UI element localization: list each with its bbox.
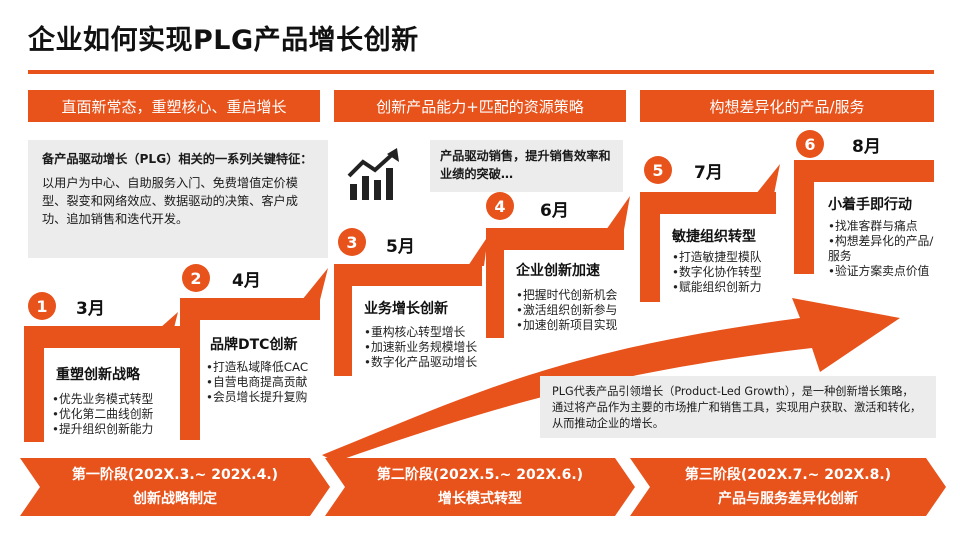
- plg-features-heading: 备产品驱动增长（PLG）相关的一系列关键特征：: [42, 152, 313, 166]
- step-1-arrow: [160, 312, 178, 328]
- step-1-item: •优化第二曲线创新: [52, 407, 154, 421]
- stage-header-3: 构想差异化的产品/服务: [640, 90, 934, 122]
- step-5-bar: [640, 192, 660, 302]
- phase-3-chevron: 第三阶段(202X.7.~ 202X.8.) 产品与服务差异化创新: [630, 458, 946, 516]
- step-6-item: •验证方案卖点价值: [828, 264, 930, 278]
- step-2-title: 品牌DTC创新: [210, 337, 298, 353]
- step-6-items: •找准客群与痛点 •构想差异化的产品/服务 •验证方案卖点价值: [828, 219, 940, 279]
- plg-features-box: 备产品驱动增长（PLG）相关的一系列关键特征： 以用户为中心、自助服务入门、免费…: [28, 140, 328, 258]
- step-3-item: •重构核心转型增长: [364, 325, 466, 339]
- stage-header-2: 创新产品能力+匹配的资源策略: [334, 90, 626, 122]
- step-3-item: •数字化产品驱动增长: [364, 355, 478, 369]
- step-3-title: 业务增长创新: [364, 301, 448, 317]
- step-2-month: 4月: [232, 271, 261, 291]
- growth-chart-icon: [347, 148, 399, 200]
- step-5-item: •赋能组织创新力: [672, 280, 762, 294]
- step-5-title: 敏捷组织转型: [672, 229, 756, 245]
- phase-2-period: 第二阶段(202X.5.~ 202X.6.): [376, 467, 584, 483]
- plg-definition-box: PLG代表产品引领增长（Product-Led Growth），是一种创新增长策…: [540, 376, 936, 438]
- stage-header-1: 直面新常态，重塑核心、重启增长: [28, 90, 320, 122]
- step-6-block: [794, 160, 934, 182]
- step-3-month: 5月: [386, 237, 415, 257]
- step-1-bar: [24, 326, 44, 442]
- step-3-items: •重构核心转型增长 •加速新业务规模增长 •数字化产品驱动增长: [364, 325, 477, 370]
- phase-1-chevron: 第一阶段(202X.3.~ 202X.4.) 创新战略制定: [20, 458, 330, 516]
- phase-1-period: 第一阶段(202X.3.~ 202X.4.): [71, 467, 279, 483]
- step-2-item: •打造私域降低CAC: [206, 360, 309, 374]
- step-4-title: 企业创新加速: [516, 263, 600, 279]
- phase-2-chevron: 第二阶段(202X.5.~ 202X.6.) 增长模式转型: [325, 458, 635, 516]
- step-6-item: •构想差异化的产品/服务: [828, 234, 934, 263]
- step-2-item: •自营电商提高贡献: [206, 375, 308, 389]
- sales-efficiency-box: 产品驱动销售，提升销售效率和业绩的突破…: [430, 140, 623, 192]
- step-3-arrow: [468, 236, 488, 266]
- step-4-item: •加速创新项目实现: [516, 318, 618, 332]
- step-4-badge: 4: [486, 192, 514, 220]
- step-5-block: [640, 192, 776, 214]
- step-4-item: •激活组织创新参与: [516, 303, 618, 317]
- phase-1-name: 创新战略制定: [133, 491, 217, 507]
- step-2-bar: [180, 298, 200, 440]
- phase-3-period: 第三阶段(202X.7.~ 202X.8.): [684, 467, 892, 483]
- step-6-bar: [794, 160, 814, 274]
- step-3-block: [334, 264, 482, 286]
- step-1-item: •优先业务模式转型: [52, 392, 154, 406]
- step-1-month: 3月: [76, 299, 105, 319]
- step-5-item: •数字化协作转型: [672, 265, 762, 279]
- title-divider: [28, 70, 934, 74]
- step-1-items: •优先业务模式转型 •优化第二曲线创新 •提升组织创新能力: [52, 392, 153, 437]
- step-6-title: 小着手即行动: [828, 197, 912, 213]
- step-4-month: 6月: [540, 201, 569, 221]
- step-5-items: •打造敏捷型模队 •数字化协作转型 •赋能组织创新力: [672, 250, 762, 295]
- step-2-arrow: [302, 268, 328, 300]
- step-1-block: [24, 326, 184, 348]
- step-4-item: •把握时代创新机会: [516, 288, 618, 302]
- step-3-item: •加速新业务规模增长: [364, 340, 478, 354]
- step-6-month: 8月: [852, 137, 881, 157]
- phase-2-name: 增长模式转型: [438, 491, 522, 507]
- step-1-badge: 1: [28, 292, 56, 320]
- step-5-item: •打造敏捷型模队: [672, 250, 762, 264]
- step-3-bar: [334, 264, 352, 376]
- phase-3-name: 产品与服务差异化创新: [718, 491, 858, 507]
- plg-features-body: 以用户为中心、自助服务入门、免费增值定价模型、裂变和网络效应、数据驱动的决策、客…: [42, 176, 298, 226]
- step-5-badge: 5: [644, 156, 672, 184]
- step-2-items: •打造私域降低CAC •自营电商提高贡献 •会员增长提升复购: [206, 360, 308, 405]
- step-1-title: 重塑创新战略: [56, 367, 140, 383]
- step-4-block: [486, 228, 624, 250]
- step-4-bar: [486, 228, 504, 338]
- step-4-arrow: [606, 196, 630, 230]
- step-6-badge: 6: [796, 130, 824, 158]
- step-6-item: •找准客群与痛点: [828, 219, 918, 233]
- step-2-item: •会员增长提升复购: [206, 390, 308, 404]
- step-4-items: •把握时代创新机会 •激活组织创新参与 •加速创新项目实现: [516, 288, 617, 333]
- step-2-block: [180, 298, 320, 320]
- step-3-badge: 3: [338, 228, 366, 256]
- step-1-item: •提升组织创新能力: [52, 422, 154, 436]
- step-5-arrow: [756, 164, 780, 194]
- page-title: 企业如何实现PLG产品增长创新: [28, 25, 419, 56]
- step-5-month: 7月: [694, 163, 723, 183]
- step-2-badge: 2: [182, 264, 210, 292]
